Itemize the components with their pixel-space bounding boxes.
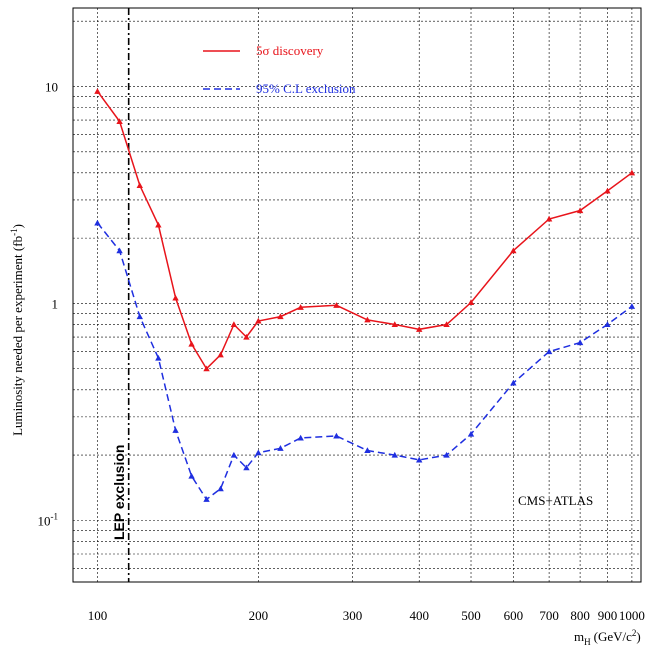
data-point — [576, 339, 584, 346]
series-line — [96, 90, 633, 370]
data-point — [243, 464, 250, 471]
data-point — [391, 451, 398, 458]
cms-atlas-label: CMS+ATLAS — [518, 493, 593, 508]
data-point — [136, 182, 143, 188]
data-point — [230, 321, 238, 328]
legend-label-discovery: 5σ discovery — [256, 43, 324, 58]
series-line — [96, 222, 633, 501]
data-point — [333, 432, 340, 439]
x-tick-label: 800 — [570, 608, 590, 623]
x-tick-label: 100 — [88, 608, 108, 623]
data-point — [155, 221, 162, 228]
data-point — [545, 215, 553, 222]
data-point — [364, 316, 371, 323]
data-point — [628, 169, 636, 176]
y-axis-title: Luminosity needed per experiment (fb-1) — [9, 224, 25, 436]
x-tick-label: 400 — [409, 608, 429, 623]
data-point — [116, 247, 123, 254]
legend: 5σ discovery 95% C.L exclusion — [203, 43, 356, 96]
x-tick-label: 600 — [504, 608, 524, 623]
data-point — [116, 118, 123, 125]
x-axis-title: mH (GeV/c2) — [574, 628, 641, 647]
y-tick-label: 1 — [52, 296, 59, 311]
data-point — [297, 304, 304, 310]
x-tick-label: 1000 — [619, 608, 645, 623]
data-point — [217, 485, 224, 492]
data-point — [203, 496, 210, 502]
data-point — [510, 247, 517, 254]
x-tick-label: 200 — [249, 608, 269, 623]
plot-frame — [72, 7, 642, 583]
y-tick-label: 10-1 — [38, 511, 59, 528]
x-tick-label: 700 — [539, 608, 559, 623]
data-point — [172, 427, 179, 433]
data-point — [467, 299, 475, 306]
data-point — [416, 326, 423, 332]
data-point — [172, 294, 179, 301]
data-point — [510, 379, 517, 386]
data-point — [136, 313, 143, 320]
data-point — [576, 207, 584, 214]
data-point — [364, 447, 371, 454]
data-point — [94, 88, 101, 94]
data-point — [297, 434, 304, 441]
legend-label-exclusion: 95% C.L exclusion — [256, 81, 356, 96]
data-point — [188, 472, 195, 479]
data-point — [230, 451, 238, 458]
series-discovery — [94, 88, 636, 372]
data-point — [604, 187, 611, 194]
x-tick-label: 900 — [598, 608, 618, 623]
grid — [73, 8, 641, 582]
data-point — [217, 351, 224, 358]
data-point — [416, 456, 423, 463]
data-point — [94, 219, 101, 226]
series-group — [94, 88, 636, 502]
data-point — [545, 348, 553, 355]
data-point — [467, 430, 475, 437]
y-tick-label: 10 — [45, 79, 58, 94]
data-point — [255, 449, 262, 456]
data-point — [443, 321, 450, 328]
x-tick-labels: 100 200 300 400 500 600 700 800 900 1000 — [88, 608, 645, 623]
x-tick-label: 300 — [343, 608, 363, 623]
data-point — [255, 317, 262, 324]
lep-exclusion-label: LEP exclusion — [111, 445, 127, 540]
series-exclusion — [94, 219, 636, 502]
data-point — [628, 303, 636, 309]
y-tick-labels: 10 1 10-1 — [38, 79, 59, 528]
data-point — [188, 340, 195, 347]
data-point — [277, 313, 284, 320]
data-point — [333, 302, 340, 308]
data-point — [391, 321, 398, 328]
data-point — [604, 321, 611, 328]
x-tick-label: 500 — [461, 608, 481, 623]
data-point — [443, 451, 450, 458]
data-point — [155, 354, 162, 361]
data-point — [277, 445, 284, 451]
data-point — [243, 333, 250, 340]
data-point — [203, 365, 210, 372]
